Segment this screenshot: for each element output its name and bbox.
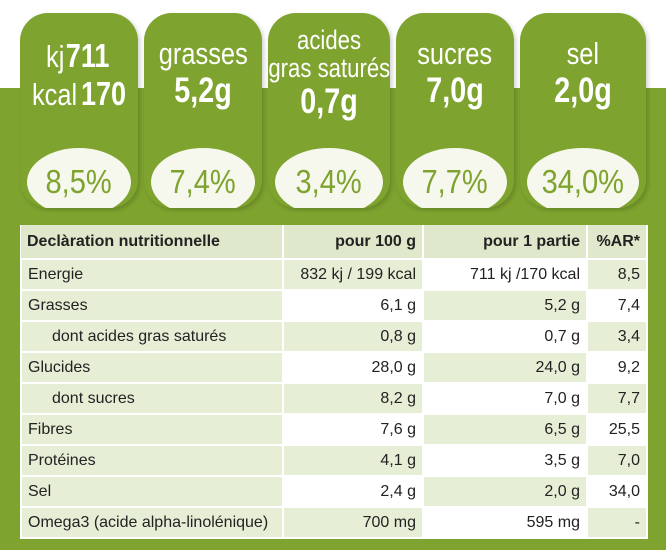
value-per-100g: 6,1 g [282,289,424,322]
header-percent-ar: %AR* [587,225,648,260]
nutrient-name: Omega3 (acide alpha-linolénique) [20,506,284,539]
table-row: Fibres 7,6 g 6,5 g 25,5 [20,413,648,446]
header-per-portion: pour 1 partie [423,225,588,260]
value-per-portion: 6,5 g [422,413,588,446]
table-row: Protéines 4,1 g 3,5 g 7,0 [20,444,648,477]
value-per-portion: 2,0 g [422,475,588,508]
value-per-100g: 8,2 g [282,382,424,415]
kcal-unit: kcal [31,77,78,112]
value-percent-ar: 3,4 [586,320,648,353]
badge-salt: sel 2,0g 34,0% [520,13,646,208]
value-percent-ar: 8,5 [586,258,648,291]
badge-sugars-value: 7,0g [426,71,484,110]
nutrition-table: Declàration nutritionnelle pour 100 g po… [20,225,648,539]
nutrient-name: Sel [20,475,284,508]
header-declaration: Declàration nutritionnelle [21,225,284,260]
table-row: Sel 2,4 g 2,0 g 34,0 [20,475,648,508]
table-row: Energie 832 kj / 199 kcal 711 kj /170 kcal… [20,258,648,291]
value-per-portion: 24,0 g [422,351,588,384]
kj-value: 711 [65,37,110,74]
badge-sugars-percent: 7,7% [403,148,507,208]
badge-saturated-name-line1: acides [296,25,361,55]
nutrient-name: Energie [20,258,284,291]
badge-salt-value: 2,0g [554,71,612,110]
badge-fat: grasses 5,2g 7,4% [144,13,262,208]
value-per-100g: 832 kj / 199 kcal [282,258,424,291]
badge-energy-values: kj 711 kcal 170 [20,13,138,159]
badge-fat-value: 5,2g [174,71,232,110]
nutrient-name: Glucides [20,351,284,384]
value-percent-ar: - [586,506,648,539]
table-header-row: Declàration nutritionnelle pour 100 g po… [21,225,648,260]
kj-unit: kj [46,39,65,74]
value-percent-ar: 7,4 [586,289,648,322]
value-per-portion: 7,0 g [422,382,588,415]
value-per-100g: 0,8 g [282,320,424,353]
nutrient-name: Fibres [20,413,284,446]
nutrient-name: dont sucres [20,382,284,415]
badge-energy-percent: 8,5% [27,148,131,208]
value-per-100g: 2,4 g [282,475,424,508]
table-row: Omega3 (acide alpha-linolénique) 700 mg 59… [20,506,648,539]
badge-saturated-value: 0,7g [300,82,358,121]
value-percent-ar: 7,7 [586,382,648,415]
value-per-portion: 0,7 g [422,320,588,353]
value-per-100g: 7,6 g [282,413,424,446]
badge-sugars: sucres 7,0g 7,7% [396,13,514,208]
value-percent-ar: 7,0 [586,444,648,477]
kcal-value: 170 [80,75,127,112]
value-per-100g: 700 mg [282,506,424,539]
value-per-portion: 595 mg [422,506,588,539]
badge-saturated-fat: acides gras saturés 0,7g 3,4% [268,13,390,208]
value-percent-ar: 25,5 [586,413,648,446]
value-percent-ar: 34,0 [586,475,648,508]
nutrient-name: Grasses [20,289,284,322]
badge-sugars-name: sucres [417,36,493,71]
value-per-portion: 5,2 g [422,289,588,322]
badge-saturated-percent: 3,4% [275,148,383,208]
nutrient-name: dont acides gras saturés [20,320,284,353]
badge-salt-name: sel [566,36,600,71]
value-per-100g: 4,1 g [282,444,424,477]
header-per-100g: pour 100 g [283,225,424,260]
table-row: dont acides gras saturés 0,8 g 0,7 g 3,4 [20,320,648,353]
value-percent-ar: 9,2 [586,351,648,384]
table-row: Glucides 28,0 g 24,0 g 9,2 [20,351,648,384]
table-row: Grasses 6,1 g 5,2 g 7,4 [20,289,648,322]
value-per-100g: 28,0 g [282,351,424,384]
badge-saturated-name-line2: gras saturés [268,53,390,83]
badge-fat-name: grasses [158,36,248,71]
value-per-portion: 711 kj /170 kcal [422,258,588,291]
badge-fat-percent: 7,4% [151,148,255,208]
nutrient-name: Protéines [20,444,284,477]
table-row: dont sucres 8,2 g 7,0 g 7,7 [20,382,648,415]
badge-salt-percent: 34,0% [527,148,639,208]
badge-energy: kj 711 kcal 170 8,5% [20,13,138,208]
value-per-portion: 3,5 g [422,444,588,477]
